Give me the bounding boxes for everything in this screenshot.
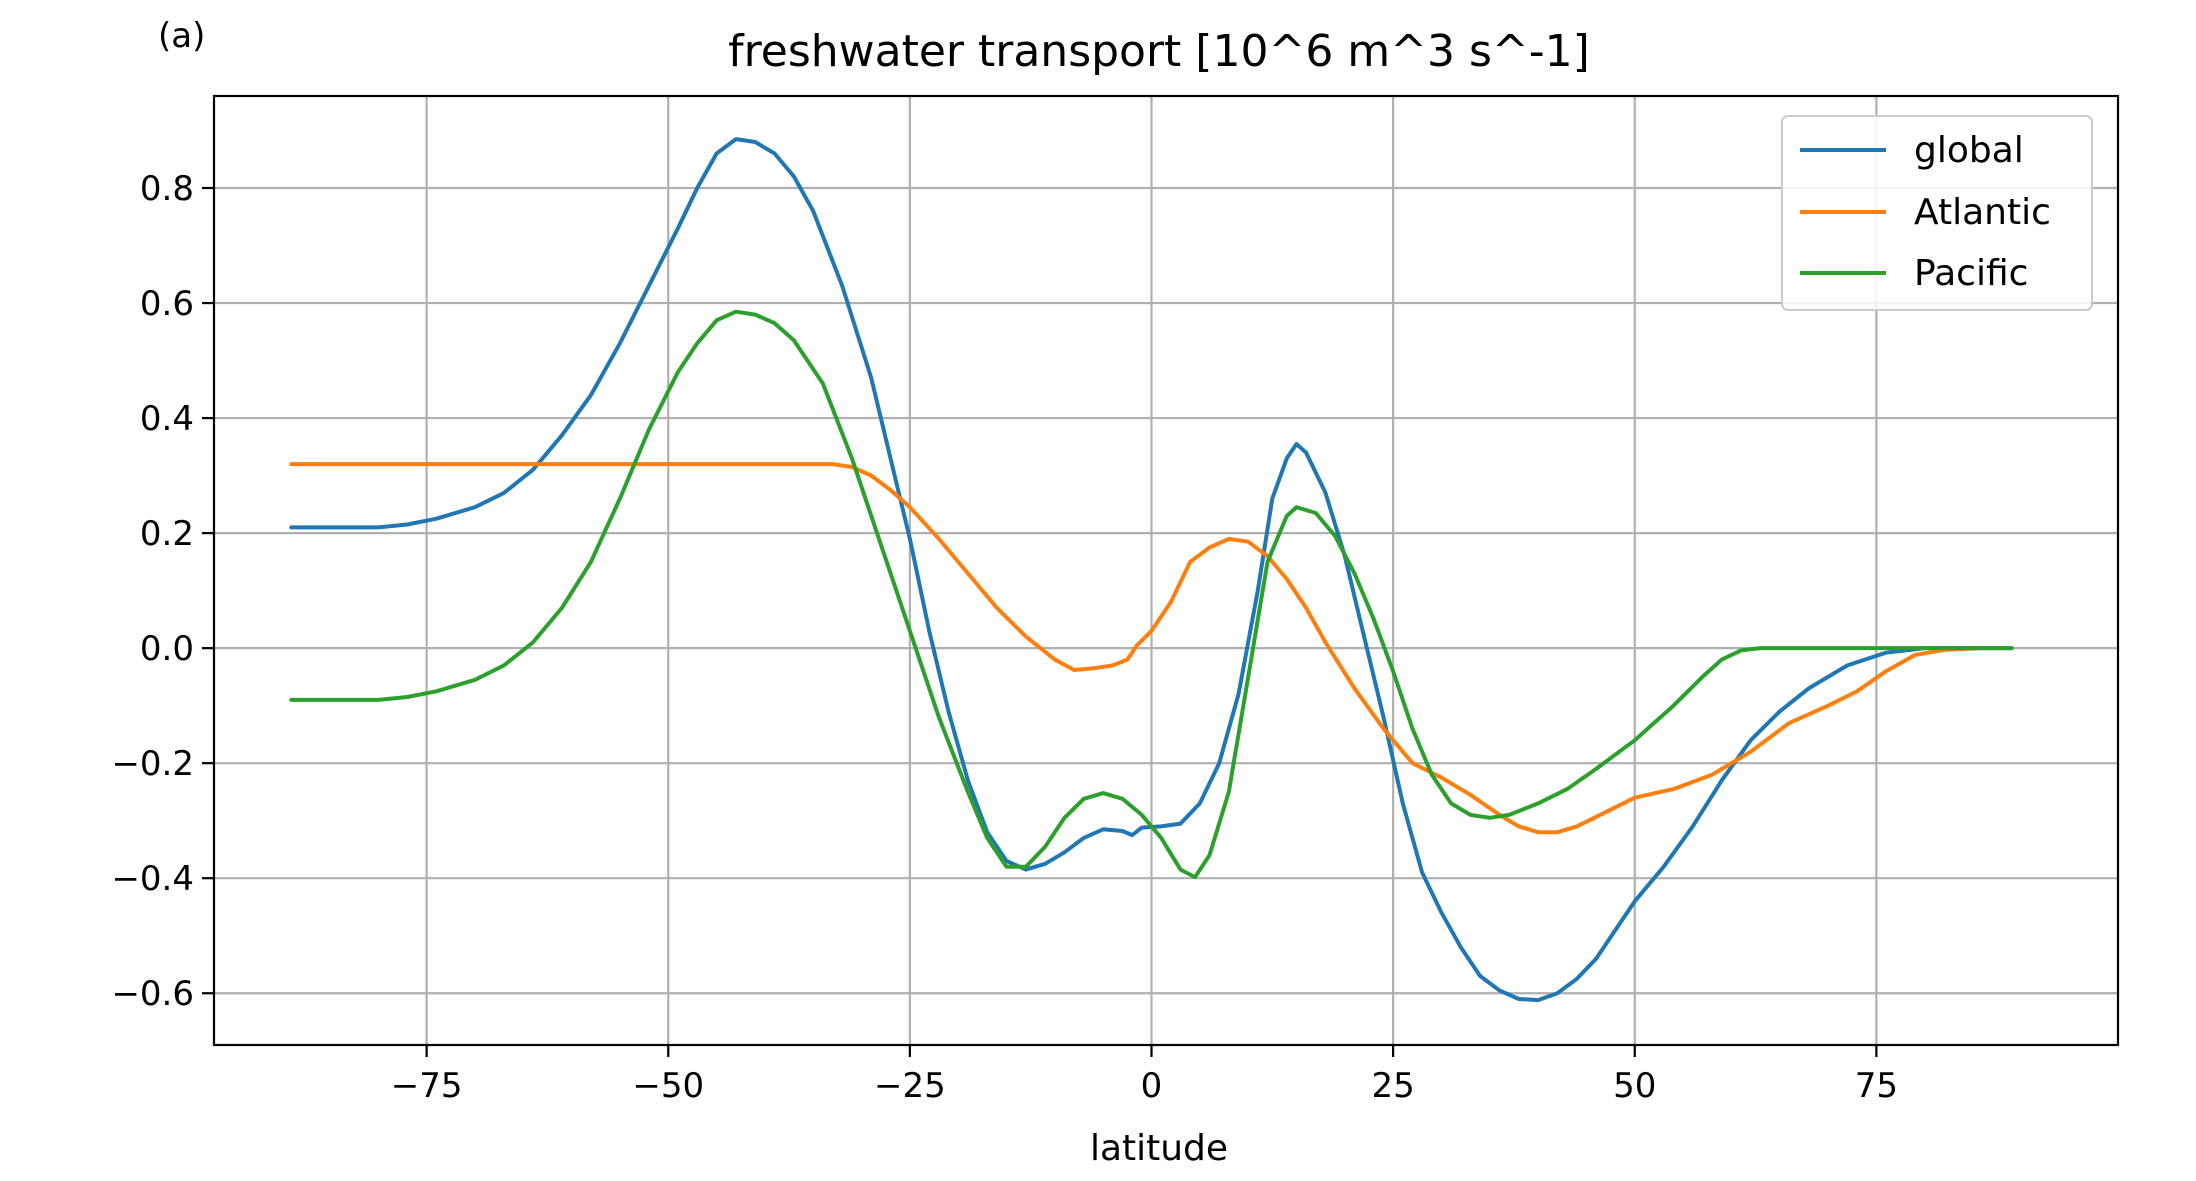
- chart-title: freshwater transport [10^6 m^3 s^-1]: [728, 26, 1590, 77]
- panel-label: (a): [158, 16, 205, 56]
- legend-label-global: global: [1914, 130, 2024, 171]
- x-axis-ticks: −75 −50 −25 0 25 50 75: [391, 1045, 1898, 1106]
- x-tick-label: 75: [1855, 1066, 1898, 1106]
- legend: global Atlantic Pacific: [1781, 115, 2093, 311]
- x-tick-label: 25: [1371, 1066, 1414, 1106]
- x-tick-label: −75: [391, 1066, 463, 1106]
- x-tick-label: 0: [1141, 1066, 1163, 1106]
- y-tick-label: −0.4: [111, 859, 194, 899]
- x-axis-label: latitude: [1090, 1128, 1228, 1169]
- y-tick-label: 0.2: [140, 514, 194, 554]
- y-tick-label: 0.4: [140, 399, 194, 439]
- legend-box: [1781, 115, 2093, 311]
- y-tick-label: 0.0: [140, 629, 194, 669]
- y-tick-label: −0.2: [111, 744, 194, 784]
- x-tick-label: −50: [632, 1066, 704, 1106]
- series-line-atlantic: [289, 462, 2014, 835]
- y-tick-label: 0.6: [140, 284, 194, 324]
- series-line-global: [289, 137, 2014, 1003]
- x-tick-label: −25: [874, 1066, 946, 1106]
- legend-label-pacific: Pacific: [1914, 253, 2028, 294]
- x-tick-label: 50: [1613, 1066, 1656, 1106]
- plot-frame: [212, 94, 2120, 1047]
- series-lines: [289, 137, 2014, 1003]
- legend-label-atlantic: Atlantic: [1914, 192, 2051, 233]
- y-tick-label: −0.6: [111, 974, 194, 1014]
- y-tick-label: 0.8: [140, 169, 194, 209]
- y-axis-ticks: −0.6 −0.4 −0.2 0.0 0.2 0.4 0.6 0.8: [111, 169, 214, 1014]
- series-line-pacific: [289, 309, 2014, 880]
